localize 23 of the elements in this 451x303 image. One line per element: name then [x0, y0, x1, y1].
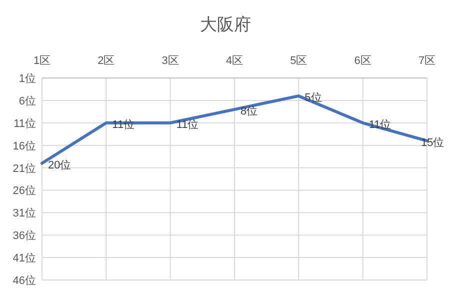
x-tick-label: 6区	[354, 55, 372, 67]
y-tick-label: 41位	[12, 252, 36, 265]
x-tick-label: 7区	[418, 55, 436, 67]
y-tick-label: 46位	[12, 275, 36, 287]
x-tick-label: 3区	[162, 55, 179, 67]
x-tick-label: 5区	[290, 55, 308, 67]
chart-title: 大阪府	[200, 15, 251, 34]
x-tick-label: 1区	[33, 55, 51, 67]
data-label: 11位	[368, 118, 392, 131]
y-tick-label: 16位	[12, 140, 36, 152]
y-tick-label: 36位	[12, 230, 36, 242]
data-label: 15位	[421, 136, 444, 149]
data-label: 8位	[240, 105, 258, 118]
y-tick-label: 1位	[18, 73, 36, 85]
y-tick-label: 26位	[12, 185, 36, 198]
x-tick-label: 4区	[226, 55, 244, 67]
y-tick-label: 11位	[14, 118, 36, 130]
y-tick-label: 21位	[12, 162, 36, 175]
data-label: 20位	[48, 159, 72, 172]
y-tick-label: 31位	[12, 208, 36, 220]
data-label: 11位	[176, 118, 199, 131]
y-tick-label: 6位	[18, 95, 36, 108]
x-tick-label: 2区	[98, 55, 115, 67]
